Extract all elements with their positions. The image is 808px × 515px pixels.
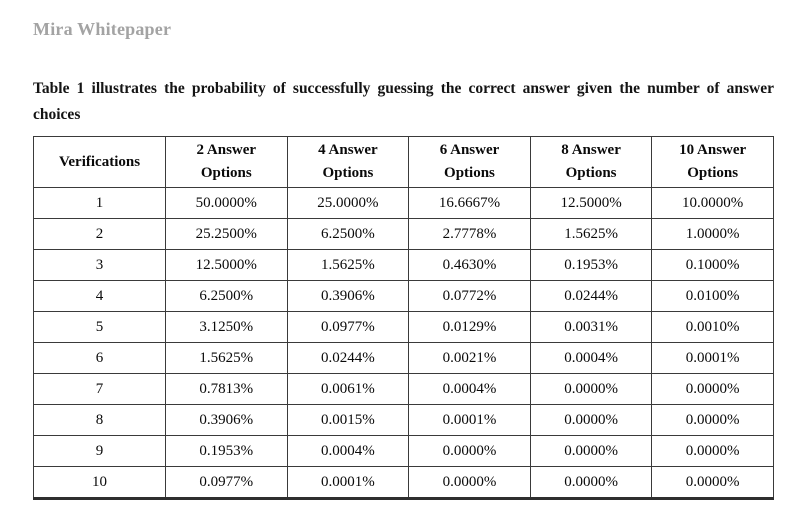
verification-count-cell: 8: [33, 404, 166, 436]
probability-cell: 0.0000%: [529, 373, 653, 405]
verification-count-cell: 5: [33, 311, 166, 343]
col-header-4-answer-options: 4 Answer Options: [286, 136, 410, 188]
table-row: 1 50.0000% 25.0000% 16.6667% 12.5000% 10.0000…: [33, 187, 774, 219]
probability-cell: 0.0010%: [651, 311, 774, 343]
table-row: 10 0.0977% 0.0001% 0.0000% 0.0000% 0.0000%: [33, 466, 774, 499]
probability-cell: 0.0129%: [408, 311, 531, 343]
probability-cell: 6.2500%: [286, 218, 410, 250]
probability-cell: 0.0000%: [651, 435, 774, 467]
probability-cell: 2.7778%: [408, 218, 531, 250]
table-row: 7 0.7813% 0.0061% 0.0004% 0.0000% 0.0000%: [33, 373, 774, 405]
table-row: 4 6.2500% 0.3906% 0.0772% 0.0244% 0.0100%: [33, 280, 774, 312]
probability-cell: 0.1000%: [651, 249, 774, 281]
col-header-2-answer-options: 2 Answer Options: [165, 136, 288, 188]
verification-count-cell: 3: [33, 249, 166, 281]
probability-cell: 10.0000%: [651, 187, 774, 219]
table-row: 9 0.1953% 0.0004% 0.0000% 0.0000% 0.0000%: [33, 435, 774, 467]
probability-cell: 0.7813%: [165, 373, 288, 405]
probability-cell: 0.3906%: [165, 404, 288, 436]
probability-cell: 0.0001%: [651, 342, 774, 374]
table-row: 6 1.5625% 0.0244% 0.0021% 0.0004% 0.0001%: [33, 342, 774, 374]
probability-cell: 1.5625%: [286, 249, 410, 281]
table-row: 3 12.5000% 1.5625% 0.4630% 0.1953% 0.1000%: [33, 249, 774, 281]
probability-cell: 12.5000%: [529, 187, 653, 219]
probability-cell: 0.4630%: [408, 249, 531, 281]
probability-cell: 0.0000%: [408, 435, 531, 467]
probability-cell: 0.1953%: [529, 249, 653, 281]
probability-cell: 0.0244%: [529, 280, 653, 312]
probability-cell: 0.0000%: [529, 404, 653, 436]
probability-cell: 0.0000%: [651, 466, 774, 499]
document-page: Mira Whitepaper Table 1 illustrates the …: [33, 19, 774, 500]
probability-cell: 0.0004%: [408, 373, 531, 405]
probability-cell: 1.5625%: [165, 342, 288, 374]
probability-cell: 0.0004%: [529, 342, 653, 374]
probability-cell: 25.2500%: [165, 218, 288, 250]
probability-cell: 3.1250%: [165, 311, 288, 343]
page-title: Mira Whitepaper: [33, 19, 172, 39]
verification-count-cell: 2: [33, 218, 166, 250]
probability-cell: 12.5000%: [165, 249, 288, 281]
table-header-row: Verifications 2 Answer Options 4 Answer Op…: [33, 136, 774, 188]
probability-cell: 0.0000%: [651, 373, 774, 405]
verification-count-cell: 10: [33, 466, 166, 499]
col-header-10-answer-options: 10 Answer Options: [651, 136, 774, 188]
probability-cell: 50.0000%: [165, 187, 288, 219]
table-caption: Table 1 illustrates the probability of s…: [33, 80, 774, 123]
probability-cell: 0.0977%: [165, 466, 288, 499]
probability-cell: 0.0015%: [286, 404, 410, 436]
probability-cell: 0.0000%: [529, 466, 653, 499]
probability-cell: 0.0000%: [651, 404, 774, 436]
probability-cell: 1.5625%: [529, 218, 653, 250]
verification-count-cell: 1: [33, 187, 166, 219]
verification-count-cell: 4: [33, 280, 166, 312]
probability-cell: 0.0001%: [408, 404, 531, 436]
probability-cell: 0.0001%: [286, 466, 410, 499]
probability-cell: 0.0977%: [286, 311, 410, 343]
table-header: Verifications 2 Answer Options 4 Answer Op…: [33, 136, 774, 188]
table-row: 2 25.2500% 6.2500% 2.7778% 1.5625% 1.0000%: [33, 218, 774, 250]
probability-cell: 16.6667%: [408, 187, 531, 219]
probability-cell: 0.1953%: [165, 435, 288, 467]
probability-cell: 6.2500%: [165, 280, 288, 312]
probability-cell: 0.0031%: [529, 311, 653, 343]
table-row: 8 0.3906% 0.0015% 0.0001% 0.0000% 0.0000%: [33, 404, 774, 436]
probability-cell: 0.0100%: [651, 280, 774, 312]
col-header-verifications: Verifications: [33, 136, 166, 188]
probability-cell: 0.0061%: [286, 373, 410, 405]
probability-cell: 0.3906%: [286, 280, 410, 312]
verification-count-cell: 9: [33, 435, 166, 467]
probability-cell: 25.0000%: [286, 187, 410, 219]
verification-count-cell: 7: [33, 373, 166, 405]
col-header-6-answer-options: 6 Answer Options: [408, 136, 531, 188]
col-header-8-answer-options: 8 Answer Options: [529, 136, 653, 188]
table-body: 1 50.0000% 25.0000% 16.6667% 12.5000% 10.0000…: [33, 187, 774, 499]
probability-cell: 0.0004%: [286, 435, 410, 467]
table-row: 5 3.1250% 0.0977% 0.0129% 0.0031% 0.0010%: [33, 311, 774, 343]
probability-cell: 0.0000%: [529, 435, 653, 467]
probability-cell: 0.0021%: [408, 342, 531, 374]
probability-cell: 0.0772%: [408, 280, 531, 312]
verification-count-cell: 6: [33, 342, 166, 374]
probability-cell: 1.0000%: [651, 218, 774, 250]
probability-cell: 0.0000%: [408, 466, 531, 499]
probability-cell: 0.0244%: [286, 342, 410, 374]
probability-table: Verifications 2 Answer Options 4 Answer Op…: [33, 136, 774, 500]
